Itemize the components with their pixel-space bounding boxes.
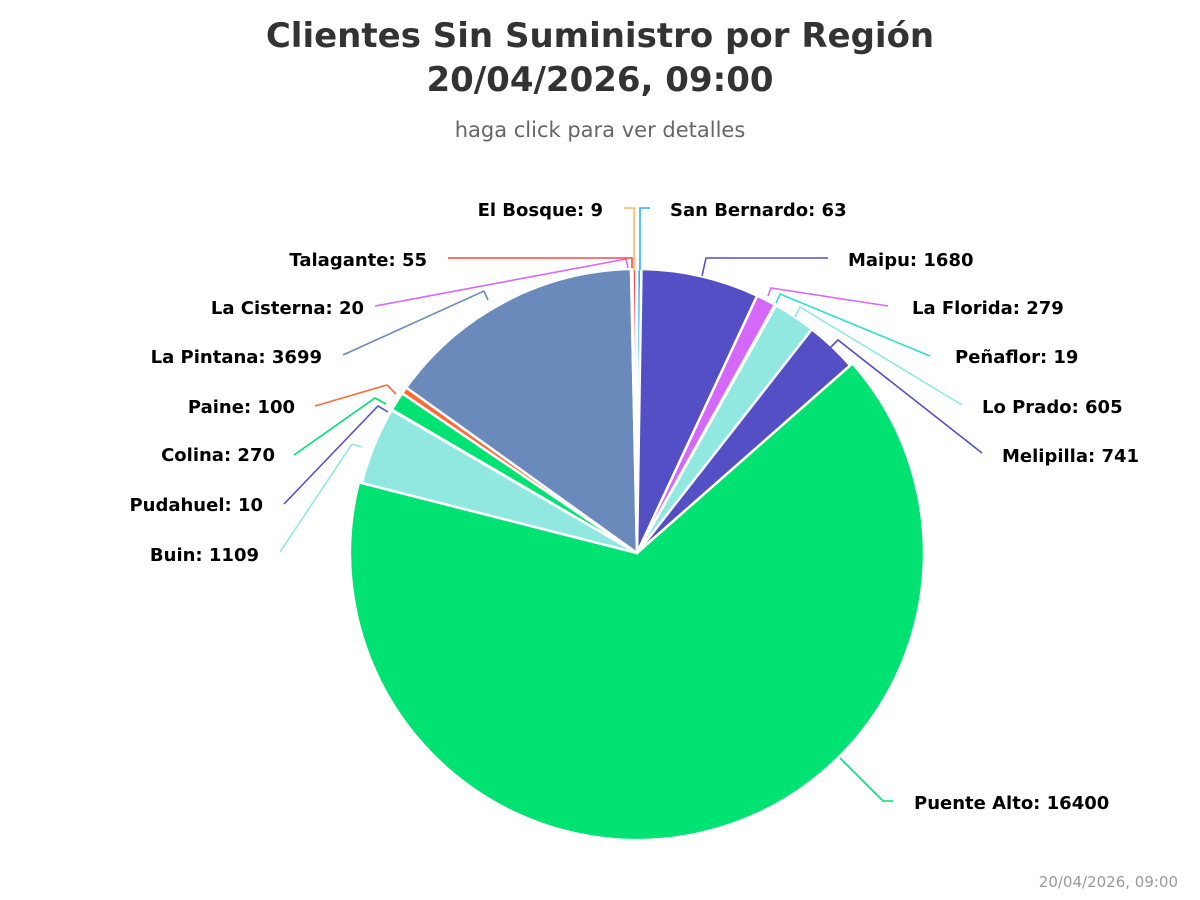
connector-line — [342, 289, 489, 356]
connector-line — [829, 338, 983, 454]
data-label[interactable]: Talagante: 55 — [289, 250, 427, 271]
connector-line — [624, 207, 635, 270]
data-label[interactable]: El Bosque: 9 — [478, 200, 603, 221]
pie-slices — [348, 267, 926, 842]
pie-slice-la-pintana[interactable] — [404, 267, 639, 555]
data-label[interactable]: Lo Prado: 605 — [982, 397, 1123, 418]
connector-line — [279, 443, 363, 553]
data-label[interactable]: Maipu: 1680 — [848, 250, 974, 271]
data-label[interactable]: Puente Alto: 16400 — [914, 793, 1109, 814]
connector-line — [283, 404, 389, 505]
label-connectors — [279, 207, 983, 802]
data-label[interactable]: Colina: 270 — [161, 445, 275, 466]
data-label[interactable]: Pudahuel: 10 — [129, 495, 263, 516]
data-label[interactable]: La Pintana: 3699 — [151, 347, 322, 368]
connector-line — [794, 305, 963, 406]
chart-subtitle: haga click para ver detalles — [454, 118, 746, 142]
chart-title: Clientes Sin Suministro por Región 20/04… — [0, 14, 1200, 102]
pie-slice-maipu[interactable] — [635, 267, 759, 555]
connector-line — [314, 384, 397, 407]
data-label[interactable]: Peñaflor: 19 — [955, 347, 1078, 368]
connector-line — [701, 257, 828, 277]
connector-line — [767, 287, 889, 307]
connector-line — [448, 257, 633, 268]
connector-line — [775, 292, 931, 357]
connector-line — [839, 757, 893, 802]
footer-timestamp: 20/04/2026, 09:00 — [1038, 873, 1178, 891]
data-labels: San Bernardo: 63 Maipu: 1680 La Florida: 2… — [129, 200, 1139, 814]
connector-line — [293, 397, 387, 456]
chart-title-line2: 20/04/2026, 09:00 — [426, 60, 774, 100]
data-label[interactable]: Melipilla: 741 — [1002, 446, 1139, 467]
data-label[interactable]: La Florida: 279 — [912, 298, 1064, 319]
connector-line — [374, 258, 629, 307]
data-label[interactable]: La Cisterna: 20 — [211, 298, 364, 319]
data-label[interactable]: San Bernardo: 63 — [670, 200, 847, 221]
connector-line — [639, 207, 650, 270]
data-label[interactable]: Buin: 1109 — [150, 545, 259, 566]
pie-slice-el-bosque[interactable] — [635, 267, 639, 555]
pie-slice-puente-alto[interactable] — [348, 362, 926, 842]
chart-title-line1: Clientes Sin Suministro por Región — [265, 16, 935, 56]
data-label[interactable]: Paine: 100 — [188, 397, 295, 418]
